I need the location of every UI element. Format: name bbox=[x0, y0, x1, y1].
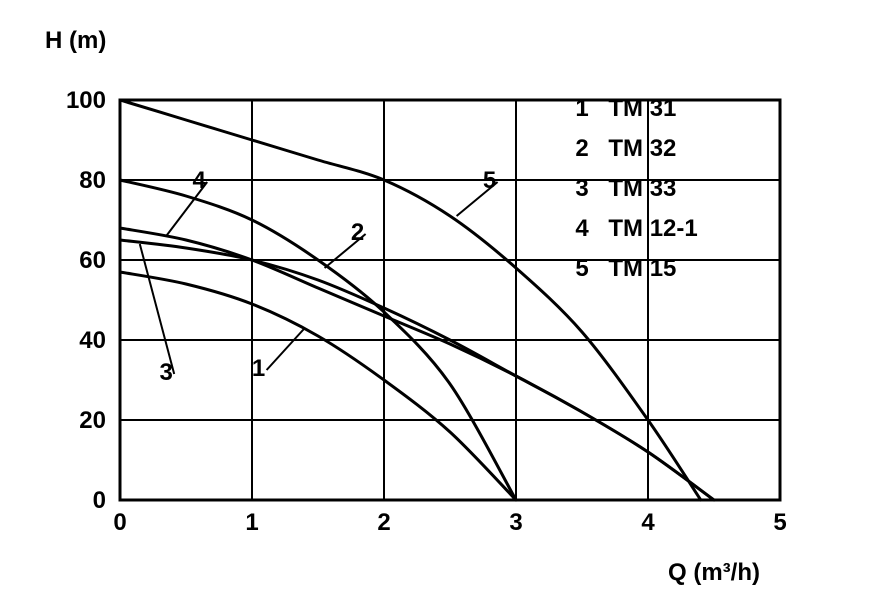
legend-num-4: 4 bbox=[575, 215, 589, 242]
legend-text-3: TM 33 bbox=[608, 175, 676, 202]
xtick-label: 1 bbox=[245, 509, 258, 536]
legend-num-5: 5 bbox=[575, 255, 588, 282]
xtick-label: 5 bbox=[773, 509, 786, 536]
callout-line-1 bbox=[267, 328, 305, 370]
legend-text-2: TM 32 bbox=[608, 135, 676, 162]
ytick-label: 0 bbox=[93, 487, 106, 514]
legend-num-2: 2 bbox=[575, 135, 588, 162]
callout-line-3 bbox=[140, 244, 174, 374]
ytick-label: 20 bbox=[79, 407, 106, 434]
ytick-label: 40 bbox=[79, 327, 106, 354]
xtick-label: 2 bbox=[377, 509, 390, 536]
legend-num-3: 3 bbox=[575, 175, 588, 202]
callout-label-4: 4 bbox=[193, 167, 207, 194]
legend-text-5: TM 15 bbox=[608, 255, 676, 282]
y-axis-title: H (m) bbox=[45, 27, 106, 54]
ytick-label: 100 bbox=[66, 87, 106, 114]
series-1 bbox=[120, 272, 516, 500]
callout-label-5: 5 bbox=[483, 167, 496, 194]
pump-curve-chart: 0 1 2 3 4 5 0 20 40 60 80 100 H (m) Q (m³/h) 1 2 3 4 5 1 TM … bbox=[0, 0, 870, 614]
xtick-label: 4 bbox=[641, 509, 655, 536]
xtick-label: 3 bbox=[509, 509, 522, 536]
ytick-label: 60 bbox=[79, 247, 106, 274]
callout-label-3: 3 bbox=[160, 359, 173, 386]
xtick-label: 0 bbox=[113, 509, 126, 536]
legend-num-1: 1 bbox=[575, 95, 588, 122]
plot-border bbox=[120, 100, 780, 500]
x-axis-title: Q (m³/h) bbox=[668, 559, 760, 586]
legend-text-4: TM 12-1 bbox=[608, 215, 697, 242]
callout-label-2: 2 bbox=[351, 219, 364, 246]
callout-label-1: 1 bbox=[252, 355, 265, 382]
legend-text-1: TM 31 bbox=[608, 95, 676, 122]
ytick-label: 80 bbox=[79, 167, 106, 194]
